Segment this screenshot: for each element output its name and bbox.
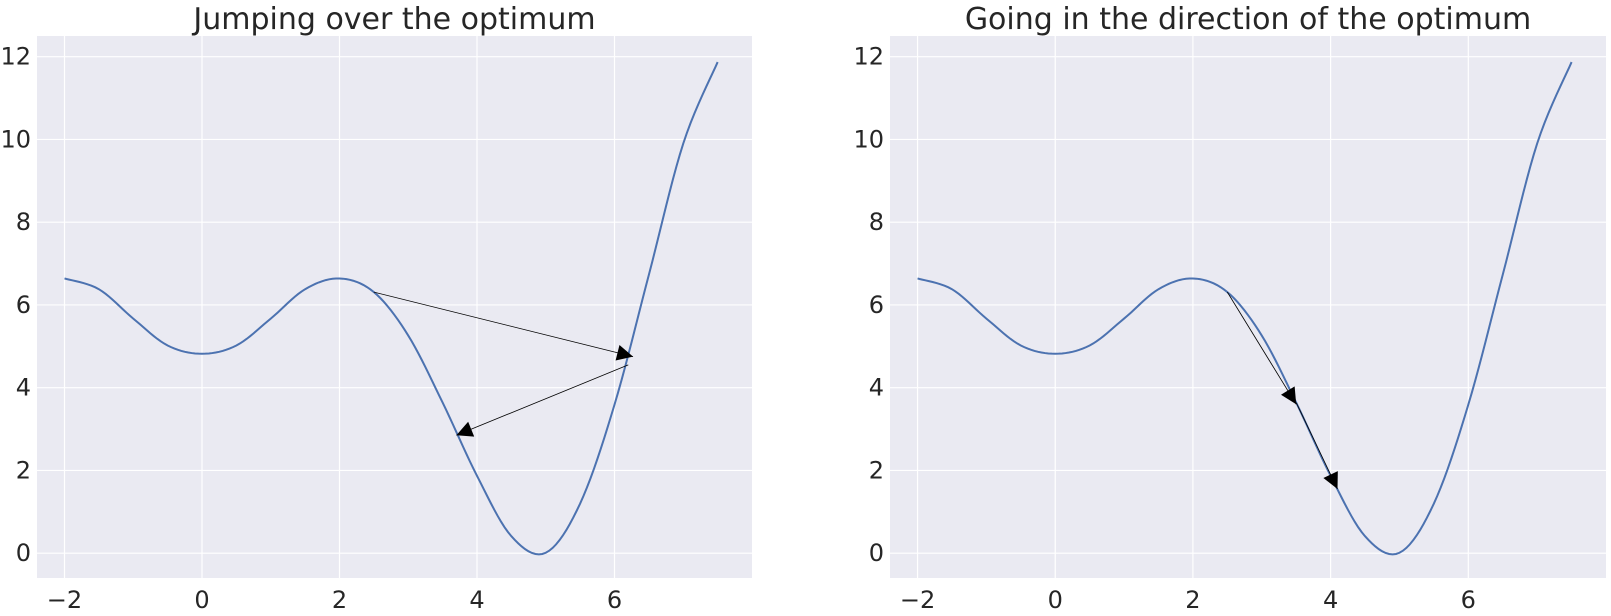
series-line (917, 61, 1573, 556)
x-tick-label: 2 (1185, 586, 1200, 614)
y-tick-label: 8 (16, 208, 31, 236)
x-tick-label: 0 (194, 586, 209, 614)
chart-panel-1: −2 0 2 4 6 0 2 4 6 8 10 12 Jumping over the optimum (0, 2, 752, 614)
chart-title: Going in the direction of the optimum (965, 2, 1531, 37)
y-tick-label: 6 (16, 291, 31, 319)
gradient-step-arrow (456, 364, 629, 437)
y-tick-label: 6 (869, 291, 884, 319)
x-tick-label: 0 (1048, 586, 1063, 614)
chart-panel-2: −2 0 2 4 6 0 2 4 6 8 10 12 Going in the direction of… (853, 2, 1606, 614)
x-tick-label: −2 (900, 586, 935, 614)
y-tick-label: 12 (853, 43, 884, 71)
y-tick-label: 4 (869, 374, 884, 402)
x-tick-label: −2 (47, 586, 82, 614)
gradient-step-arrow (1227, 291, 1297, 405)
x-tick-label: 2 (332, 586, 347, 614)
x-tick-label: 4 (1323, 586, 1338, 614)
series-line (64, 61, 719, 556)
y-tick-label: 8 (869, 208, 884, 236)
gradient-step-arrow (1295, 402, 1338, 490)
y-tick-label: 0 (16, 539, 31, 567)
y-tick-label: 2 (16, 456, 31, 484)
x-tick-label: 6 (607, 586, 622, 614)
y-tick-label: 0 (869, 539, 884, 567)
y-tick-label: 4 (16, 374, 31, 402)
x-tick-label: 6 (1461, 586, 1476, 614)
chart-title: Jumping over the optimum (191, 2, 595, 37)
y-tick-label: 12 (0, 43, 31, 71)
y-tick-label: 2 (869, 456, 884, 484)
plot-area (890, 36, 1606, 578)
y-tick-label: 10 (0, 125, 31, 153)
x-tick-label: 4 (469, 586, 484, 614)
y-tick-label: 10 (853, 125, 884, 153)
gradient-step-arrow (373, 291, 634, 361)
plot-area (37, 36, 752, 578)
